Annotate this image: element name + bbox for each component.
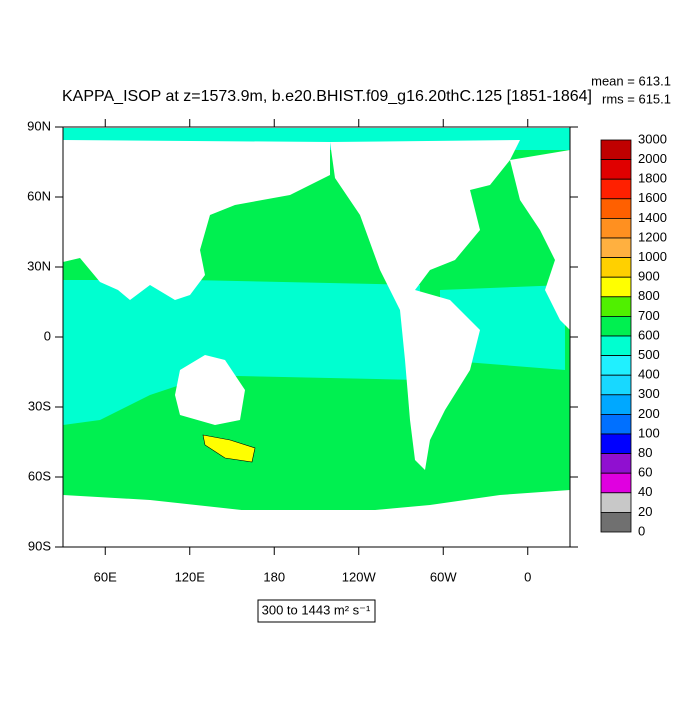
range-label: 300 to 1443 m² s⁻¹ (262, 602, 371, 617)
high-patch (202, 434, 256, 463)
colorbar-label: 1000 (638, 249, 667, 264)
lat-label: 30S (28, 398, 51, 413)
map-fields (62, 126, 571, 548)
colorbar-box (600, 315, 632, 337)
lat-label: 30N (27, 258, 51, 273)
colorbar-label: 500 (638, 347, 660, 362)
colorbar-box (600, 296, 632, 317)
colorbar-label: 1600 (638, 190, 667, 205)
lon-label: 120E (175, 569, 206, 584)
colorbar-label: 1800 (638, 171, 667, 186)
colorbar-box (600, 512, 632, 533)
mean-stat: mean = 613.1 (591, 73, 671, 88)
colorbar-box (600, 257, 632, 278)
colorbar-label: 1200 (638, 229, 667, 244)
lat-label: 90S (28, 538, 51, 553)
americas (330, 140, 520, 470)
colorbar-box (600, 355, 632, 376)
colorbar-box (600, 374, 632, 396)
colorbar-label: 2000 (638, 151, 667, 166)
antarctica (63, 490, 570, 547)
colorbar-label: 3000 (638, 131, 667, 146)
colorbar-box (600, 472, 632, 494)
colorbar-label: 80 (638, 445, 652, 460)
colorbar-label: 100 (638, 425, 660, 440)
indian-field (63, 280, 200, 425)
lat-label: 0 (44, 328, 51, 343)
lon-label: 60W (430, 569, 457, 584)
lon-label: 0 (524, 569, 531, 584)
colorbar-label: 20 (638, 504, 652, 519)
colorbar-box (600, 159, 632, 180)
colorbar-label: 0 (638, 523, 645, 538)
australia (175, 355, 245, 425)
colorbar-box (600, 453, 632, 474)
title: KAPPA_ISOP at z=1573.9m, b.e20.BHIST.f09… (62, 88, 592, 105)
colorbar-label: 300 (638, 386, 660, 401)
colorbar-label: 600 (638, 327, 660, 342)
colorbar-box (600, 492, 632, 513)
colorbar-box (600, 413, 632, 435)
eurasia (63, 140, 330, 300)
colorbar-box (600, 198, 632, 219)
colorbar-box (600, 237, 632, 259)
colorbar-box (600, 217, 632, 239)
colorbar-box (600, 276, 632, 298)
colorbar-label: 900 (638, 269, 660, 284)
colorbar-label: 40 (638, 484, 652, 499)
colorbar-label: 1400 (638, 210, 667, 225)
rms-stat: rms = 615.1 (602, 91, 671, 106)
lat-label: 90N (27, 118, 51, 133)
colorbar-label: 60 (638, 465, 652, 480)
colorbar-label: 700 (638, 308, 660, 323)
colorbar-box (600, 335, 632, 357)
colorbar-box (600, 433, 632, 455)
colorbar-box (600, 139, 632, 161)
pacific-tropics (190, 280, 420, 380)
lon-label: 180 (263, 569, 285, 584)
colorbar-box (600, 178, 632, 200)
colorbar-label: 800 (638, 288, 660, 303)
colorbar-label: 400 (638, 367, 660, 382)
lon-label: 120W (342, 569, 377, 584)
lat-label: 60S (28, 468, 51, 483)
lat-label: 60N (27, 188, 51, 203)
colorbar-label: 200 (638, 406, 660, 421)
africa-europe (510, 150, 570, 330)
lon-label: 60E (94, 569, 117, 584)
range-box (257, 599, 376, 623)
colorbar-box (600, 394, 632, 415)
